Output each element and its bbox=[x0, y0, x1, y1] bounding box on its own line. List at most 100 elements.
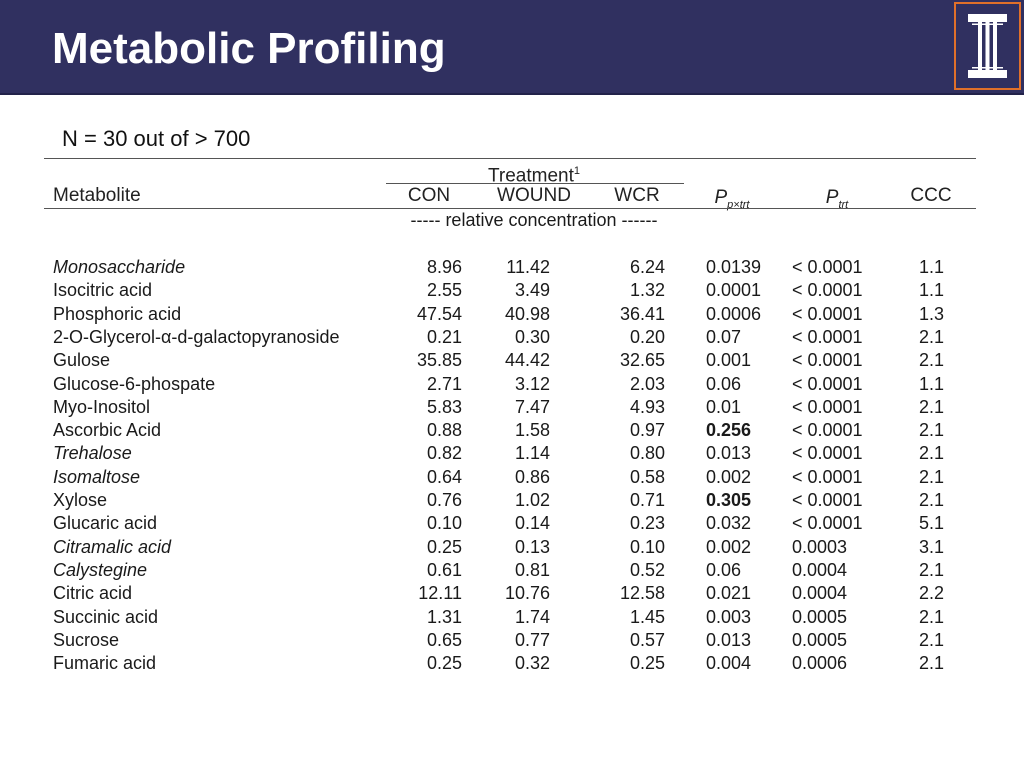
table-row: Myo-Inositol 5.83 7.47 4.93 0.01 < 0.0001 2.1 bbox=[44, 396, 976, 419]
ccc-value: 1.1 bbox=[918, 280, 944, 301]
wcr-value: 0.71 bbox=[629, 490, 665, 510]
ccc-value: 1.1 bbox=[918, 257, 944, 277]
ccc-value: 2.1 bbox=[918, 466, 944, 487]
con-value: 35.85 bbox=[416, 350, 462, 371]
table-row: Glucose-6-phospate 2.71 3.12 2.03 0.06 < 0.00… bbox=[44, 373, 976, 396]
con-value: 0.21 bbox=[426, 326, 462, 347]
p-treatment-value: < 0.0001 bbox=[792, 326, 863, 347]
p-treatment-value: < 0.0001 bbox=[792, 420, 863, 441]
treatment-header: Treatment1 bbox=[487, 165, 580, 187]
table-row: Gulose 35.85 44.42 32.65 0.001 < 0.0001 2.1 bbox=[44, 349, 976, 372]
p-interaction-value: 0.002 bbox=[706, 536, 752, 557]
ccc-value: 2.1 bbox=[918, 443, 944, 464]
metabolite-name: Monosaccharide bbox=[53, 257, 186, 277]
ccc-value: 3.1 bbox=[918, 536, 944, 557]
table-row: Calystegine 0.61 0.81 0.52 0.06 0.0004 2.1 bbox=[44, 559, 976, 582]
p-interaction-value: 0.01 bbox=[706, 396, 742, 417]
p-treatment-value: < 0.0001 bbox=[792, 303, 863, 324]
wcr-value: 1.32 bbox=[629, 280, 665, 301]
wound-value: 0.86 bbox=[514, 466, 550, 487]
p-treatment-value: < 0.0001 bbox=[792, 443, 863, 464]
table-row: Isocitric acid 2.55 3.49 1.32 0.0001 < 0.0001… bbox=[44, 279, 976, 302]
ccc-value: 2.1 bbox=[918, 420, 944, 441]
p-interaction-value: 0.256 bbox=[706, 420, 752, 441]
p-interaction-value: 0.0006 bbox=[706, 303, 762, 324]
ccc-value: 2.1 bbox=[918, 559, 944, 580]
p-treatment-value: 0.0003 bbox=[792, 536, 848, 557]
metabolite-name: 2-O-Glycerol-α-d-galactopyranoside bbox=[53, 326, 340, 347]
wound-value: 40.98 bbox=[504, 303, 550, 324]
con-value: 0.82 bbox=[426, 443, 462, 464]
metabolite-name: Phosphoric acid bbox=[53, 303, 182, 324]
table-row: Ascorbic Acid 0.88 1.58 0.97 0.256 < 0.0001 2.… bbox=[44, 419, 976, 442]
con-value: 0.64 bbox=[426, 466, 462, 487]
wcr-value: 1.45 bbox=[629, 606, 665, 627]
con-value: 12.11 bbox=[418, 583, 462, 604]
wound-value: 0.81 bbox=[514, 559, 550, 580]
header-bottom-rule bbox=[44, 208, 976, 209]
p-treatment-value: < 0.0001 bbox=[792, 396, 863, 417]
units-label: ----- relative concentration ------ bbox=[410, 210, 658, 230]
ccc-value: 2.1 bbox=[918, 606, 944, 627]
metabolite-name: Ascorbic Acid bbox=[53, 420, 162, 441]
wound-value: 0.30 bbox=[514, 326, 550, 347]
wound-value: 11.42 bbox=[506, 257, 550, 277]
wcr-value: 0.97 bbox=[629, 420, 665, 441]
con-value: 0.88 bbox=[426, 420, 462, 441]
p-treatment-header: Ptrt bbox=[825, 187, 849, 211]
ccc-value: 2.1 bbox=[918, 326, 944, 347]
slide-header: Metabolic Profiling bbox=[0, 0, 1024, 95]
wcr-value: 32.65 bbox=[619, 350, 665, 371]
wound-value: 1.14 bbox=[514, 443, 550, 464]
table-row: Fumaric acid 0.25 0.32 0.25 0.004 0.0006 2.1 bbox=[44, 652, 976, 675]
con-value: 0.65 bbox=[426, 629, 462, 650]
wound-value: 0.13 bbox=[514, 536, 550, 557]
p-treatment-value: < 0.0001 bbox=[792, 373, 863, 394]
p-treatment-value: < 0.0001 bbox=[792, 490, 863, 510]
wcr-value: 2.03 bbox=[629, 373, 665, 394]
wcr-value: 0.58 bbox=[629, 466, 665, 487]
table-row: Monosaccharide 8.96 11.42 6.24 0.0139 < 0.000… bbox=[44, 256, 976, 279]
con-value: 0.61 bbox=[426, 559, 462, 580]
p-interaction-value: 0.013 bbox=[706, 629, 752, 650]
metabolite-name: Sucrose bbox=[53, 629, 120, 650]
p-treatment-value: 0.0005 bbox=[792, 606, 848, 627]
ccc-value: 1.1 bbox=[918, 373, 944, 394]
table-row: Citric acid 12.11 10.76 12.58 0.021 0.0004 2.2 bbox=[44, 582, 976, 605]
ccc-value: 2.1 bbox=[918, 350, 944, 371]
treatment-rule bbox=[386, 183, 684, 184]
p-interaction-value: 0.305 bbox=[706, 490, 752, 510]
table-row: Isomaltose 0.64 0.86 0.58 0.002 < 0.0001 2.1 bbox=[44, 466, 976, 489]
wound-value: 7.47 bbox=[514, 396, 550, 417]
con-value: 0.10 bbox=[426, 513, 462, 534]
wound-value: 10.76 bbox=[504, 583, 550, 604]
con-value: 0.25 bbox=[426, 536, 462, 557]
table-row: Xylose 0.76 1.02 0.71 0.305 < 0.0001 2.1 bbox=[44, 489, 976, 512]
ccc-value: 2.1 bbox=[918, 653, 944, 674]
illinois-i-logo-icon bbox=[954, 2, 1021, 90]
metabolite-name: Myo-Inositol bbox=[53, 396, 151, 417]
p-interaction-value: 0.001 bbox=[706, 350, 752, 371]
wcr-value: 0.10 bbox=[629, 536, 665, 557]
wcr-value: 0.23 bbox=[629, 513, 665, 534]
metabolite-name: Trehalose bbox=[53, 443, 132, 464]
metabolite-name: Glucose-6-phospate bbox=[53, 373, 216, 394]
metabolite-name: Xylose bbox=[53, 490, 108, 510]
wcr-value: 36.41 bbox=[619, 303, 665, 324]
wcr-value: 0.25 bbox=[629, 653, 665, 674]
wound-value: 3.49 bbox=[514, 280, 550, 301]
ccc-value: 2.2 bbox=[918, 583, 944, 604]
con-value: 2.55 bbox=[426, 280, 462, 301]
wcr-value: 12.58 bbox=[619, 583, 665, 604]
p-treatment-value: < 0.0001 bbox=[792, 257, 863, 277]
ccc-value: 1.3 bbox=[918, 303, 944, 324]
ccc-value: 2.1 bbox=[918, 629, 944, 650]
p-interaction-value: 0.07 bbox=[706, 326, 742, 347]
p-treatment-value: < 0.0001 bbox=[792, 350, 863, 371]
table-row: Trehalose 0.82 1.14 0.80 0.013 < 0.0001 2.1 bbox=[44, 442, 976, 465]
p-treatment-value: 0.0004 bbox=[792, 583, 848, 604]
ccc-header: CCC bbox=[910, 185, 952, 206]
con-value: 0.76 bbox=[426, 490, 462, 510]
p-interaction-value: 0.021 bbox=[706, 583, 752, 604]
ccc-value: 5.1 bbox=[918, 513, 944, 534]
